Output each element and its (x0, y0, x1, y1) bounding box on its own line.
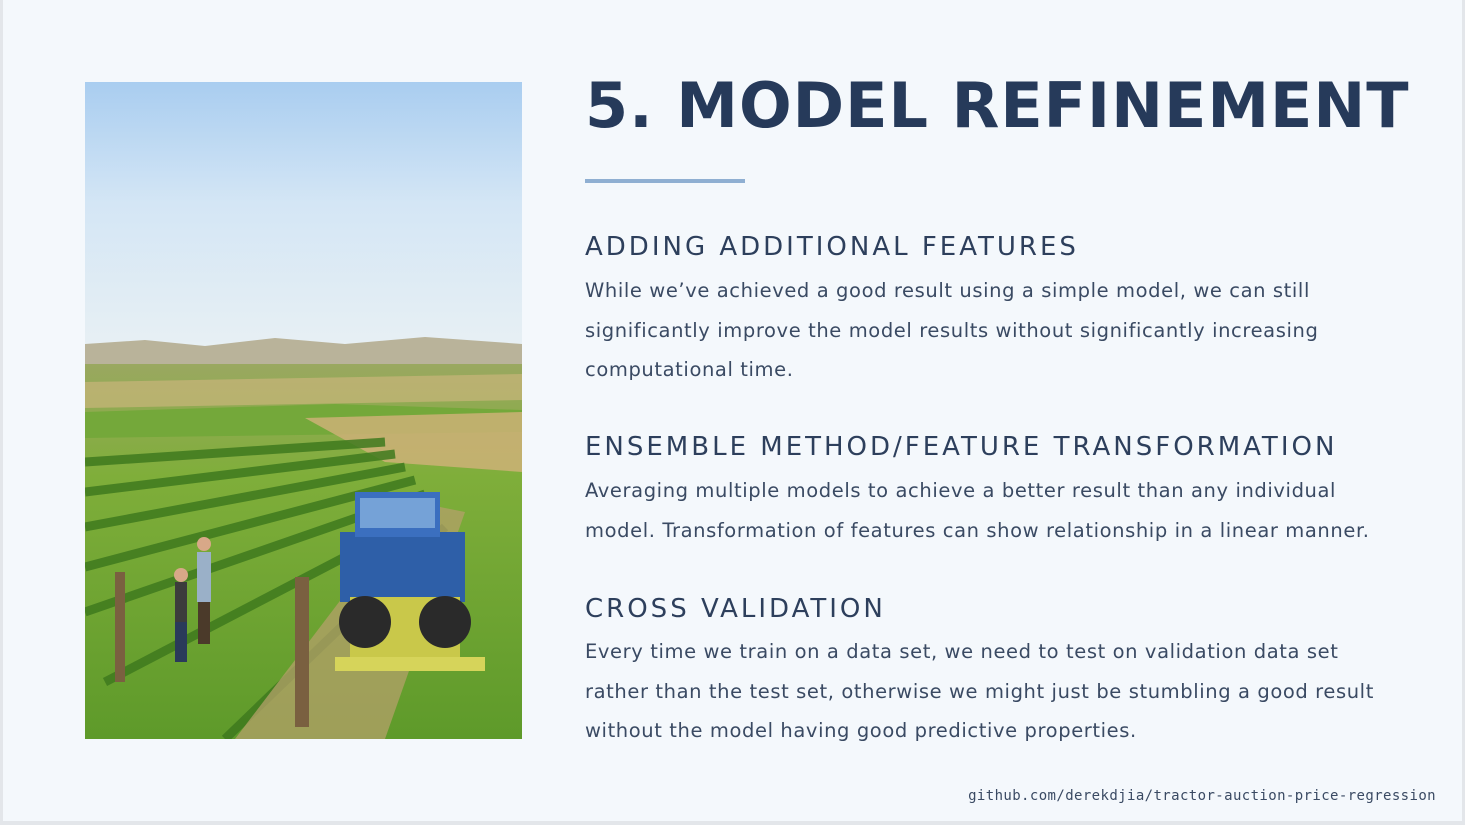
slide-title: 5. MODEL REFINEMENT (585, 69, 1410, 142)
section-body-additional-features: While we’ve achieved a good result using… (585, 279, 1319, 381)
title-divider (585, 179, 745, 183)
section-body-cross-validation: Every time we train on a data set, we ne… (585, 640, 1374, 742)
vineyard-tractor-photo (85, 82, 522, 739)
section-heading-additional-features: ADDING ADDITIONAL FEATURES (585, 232, 1079, 262)
section-body-ensemble-method: Averaging multiple models to achieve a b… (585, 479, 1370, 542)
section-heading-ensemble-method: ENSEMBLE METHOD/FEATURE TRANSFORMATION (585, 432, 1338, 462)
github-repo-link[interactable]: github.com/derekdjia/tractor-auction-pri… (968, 788, 1436, 804)
section-heading-cross-validation: CROSS VALIDATION (585, 594, 886, 624)
slide: 5. MODEL REFINEMENT ADDING ADDITIONAL FE… (3, 0, 1462, 821)
